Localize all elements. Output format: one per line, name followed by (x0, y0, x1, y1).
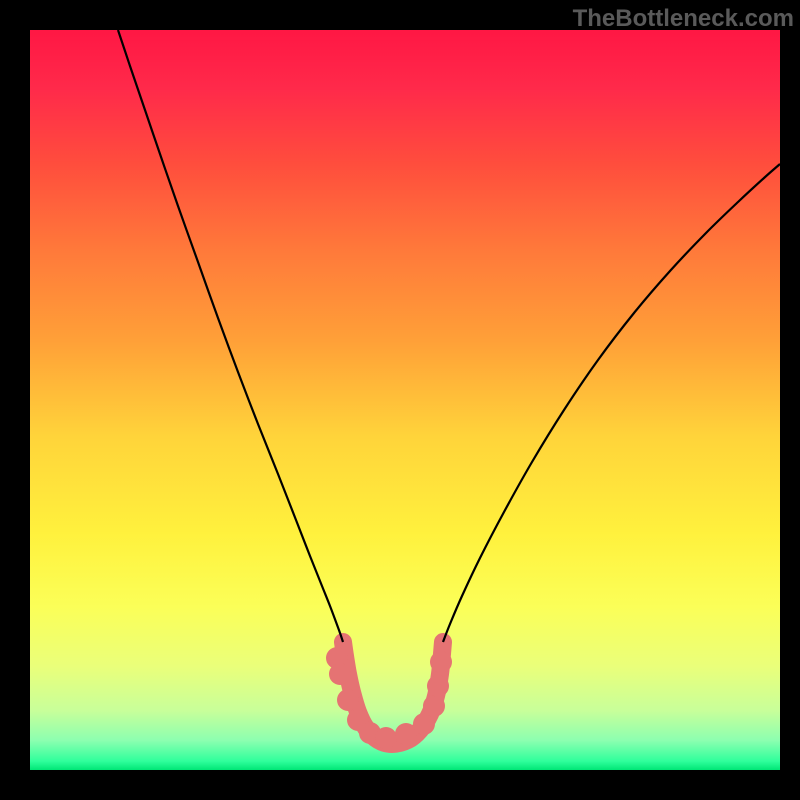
marker-point (329, 663, 351, 685)
watermark-text: TheBottleneck.com (573, 5, 794, 33)
curve-left (118, 30, 343, 642)
marker-point (375, 727, 397, 749)
marker-point (423, 695, 445, 717)
marker-point (430, 651, 452, 673)
curve-right (443, 164, 780, 642)
chart-container: TheBottleneck.com (0, 0, 800, 800)
marker-point (427, 675, 449, 697)
marker-point (337, 689, 359, 711)
plot-area (30, 30, 780, 770)
curve-svg (30, 30, 780, 770)
